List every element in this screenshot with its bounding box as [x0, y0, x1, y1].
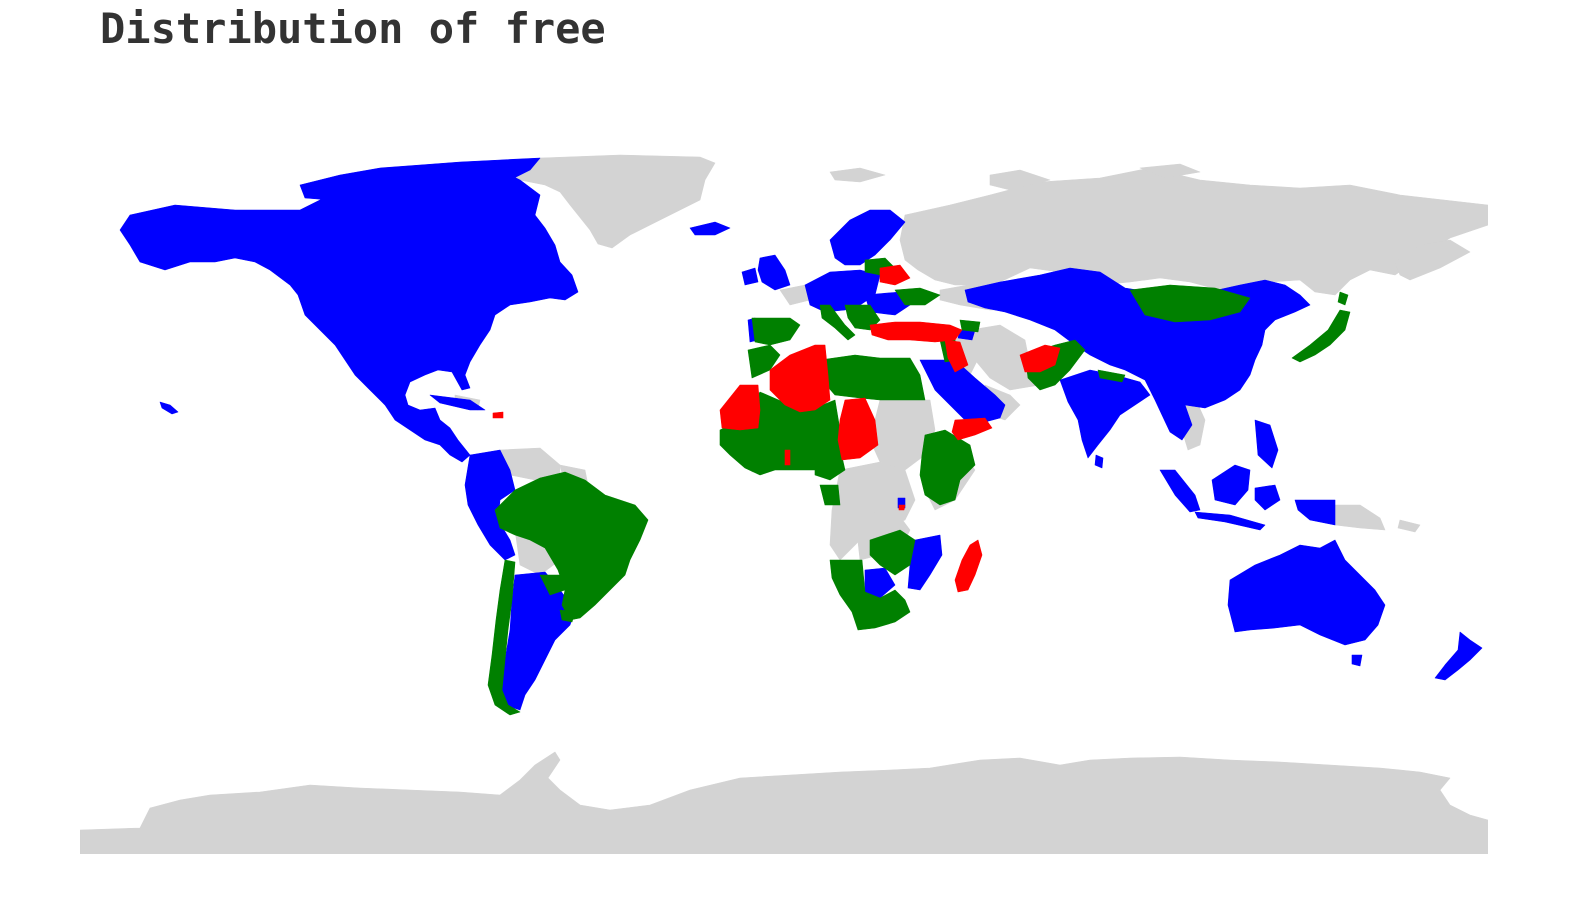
region-arctic-islands [829, 167, 886, 183]
region-far-east [1394, 239, 1471, 281]
region-india [1059, 369, 1151, 459]
region-haiti [492, 411, 504, 419]
region-madagascar [954, 539, 983, 593]
region-australia [1227, 539, 1386, 646]
region-nepal [1097, 369, 1126, 383]
region-philippines [1254, 419, 1279, 469]
region-russia [899, 167, 1488, 296]
region-ethiopia-kenya [919, 429, 976, 506]
region-novaya-zemlya [989, 169, 1051, 191]
region-burundi [898, 504, 906, 511]
region-libya-egypt [819, 354, 926, 401]
region-sri-lanka [1094, 454, 1104, 469]
region-pacific-islands [1397, 519, 1421, 533]
region-greenland [479, 154, 716, 249]
world-choropleth-map [80, 150, 1488, 854]
region-chad [837, 397, 879, 461]
region-borneo [1211, 464, 1251, 506]
map-title: Distribution of free [100, 4, 606, 53]
region-andes-north [464, 449, 516, 561]
region-papua-west [1294, 499, 1336, 526]
region-mongolia [1129, 284, 1251, 323]
region-turkey [869, 321, 963, 343]
region-uk [757, 254, 791, 291]
region-hawaii [159, 401, 179, 415]
region-japan [1291, 309, 1351, 363]
region-spain [751, 317, 801, 346]
region-sulawesi [1254, 484, 1281, 511]
region-north-america [119, 167, 579, 463]
region-mauritania [719, 384, 761, 431]
region-canadian-arctic [299, 157, 541, 209]
region-sumatra [1159, 469, 1201, 513]
region-moldova-romania [894, 287, 941, 306]
region-belarus [879, 264, 911, 286]
red-category-regions [492, 264, 1061, 593]
region-antarctica [80, 751, 1488, 854]
region-hokkaido [1337, 291, 1349, 306]
region-yemen [951, 417, 993, 441]
region-syria [944, 339, 969, 373]
region-southern-africa [829, 559, 911, 631]
region-png [1334, 504, 1386, 531]
region-baffin [459, 194, 541, 236]
region-botswana [864, 567, 896, 599]
region-morocco [747, 344, 781, 379]
region-gabon [819, 484, 841, 506]
region-balkans [844, 304, 881, 331]
region-algeria [769, 344, 831, 413]
region-liberia [784, 449, 791, 466]
region-tasmania [1351, 654, 1363, 667]
region-brazil [494, 471, 649, 621]
region-uruguay [559, 609, 576, 623]
region-chile [487, 559, 521, 716]
region-azerbaijan [959, 319, 981, 333]
region-scandinavia [829, 209, 906, 266]
region-mozambique [907, 534, 943, 591]
no-data-regions [80, 154, 1488, 854]
region-new-zealand [1434, 631, 1483, 681]
region-afghanistan [1019, 344, 1061, 373]
region-ireland [741, 267, 759, 286]
region-italy [819, 304, 856, 341]
region-cuba [429, 394, 486, 411]
region-nigeria [814, 447, 846, 481]
region-java [1194, 511, 1266, 531]
region-zambia-malawi [869, 529, 916, 576]
region-paraguay [539, 574, 566, 596]
region-iceland [689, 221, 731, 236]
region-mainland-sea [1144, 379, 1193, 441]
region-arabia [919, 359, 1006, 423]
region-severnaya [1139, 163, 1201, 179]
